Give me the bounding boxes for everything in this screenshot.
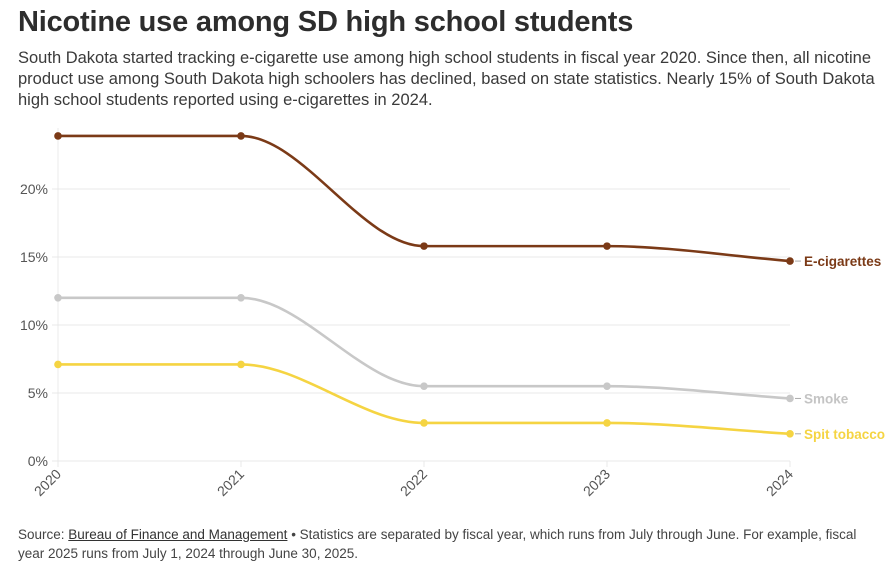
data-point[interactable] — [420, 419, 428, 427]
data-point[interactable] — [237, 132, 245, 140]
data-point[interactable] — [786, 257, 794, 265]
y-tick-label: 10% — [20, 317, 48, 333]
gridlines — [52, 128, 790, 467]
data-point[interactable] — [786, 430, 794, 438]
data-point[interactable] — [420, 242, 428, 250]
x-tick-label: 2021 — [214, 466, 247, 499]
x-tick-label: 2024 — [763, 466, 796, 499]
x-tick-label: 2020 — [31, 466, 64, 499]
series-label: Spit tobacco — [804, 427, 885, 442]
y-tick-label: 15% — [20, 249, 48, 265]
y-axis: 0% 5% 10% 15% 20% — [20, 181, 48, 469]
data-point[interactable] — [237, 360, 245, 369]
y-tick-label: 20% — [20, 181, 48, 197]
x-tick-label: 2022 — [397, 466, 430, 499]
chart-subtitle: South Dakota started tracking e-cigarett… — [18, 49, 875, 109]
data-point[interactable] — [786, 394, 794, 403]
x-axis: 2020 2021 2022 2023 2024 — [31, 461, 796, 499]
series-smoke — [54, 294, 794, 403]
series-labels: E-cigarettes Smoke Spit tobacco — [795, 254, 885, 442]
chart-title: Nicotine use among SD high school studen… — [18, 6, 634, 38]
data-point[interactable] — [237, 294, 245, 302]
data-point[interactable] — [603, 419, 611, 427]
data-point[interactable] — [54, 132, 62, 140]
series-line — [58, 134, 791, 263]
chart-footer: Source: Bureau of Finance and Management… — [18, 525, 878, 563]
line-chart: 0% 5% 10% 15% 20% 2020 2021 2022 2023 2024 E-cig… — [20, 128, 885, 499]
series-label: E-cigarettes — [804, 254, 881, 269]
x-tick-label: 2023 — [580, 466, 613, 499]
footer-note: • Statistics are separated by fiscal yea… — [18, 527, 857, 561]
y-tick-label: 5% — [28, 385, 48, 401]
data-point[interactable] — [54, 360, 62, 369]
source-prefix: Source: — [18, 527, 69, 542]
series-label: Smoke — [804, 391, 849, 406]
source-link[interactable]: Bureau of Finance and Management — [68, 527, 288, 542]
y-tick-label: 0% — [28, 453, 48, 469]
series-lines — [54, 132, 794, 438]
data-point[interactable] — [420, 382, 428, 391]
series-spit-tobacco — [54, 360, 794, 438]
data-point[interactable] — [54, 294, 62, 302]
series-e-cigarettes — [54, 132, 794, 265]
data-point[interactable] — [603, 382, 611, 391]
data-point[interactable] — [603, 242, 611, 250]
